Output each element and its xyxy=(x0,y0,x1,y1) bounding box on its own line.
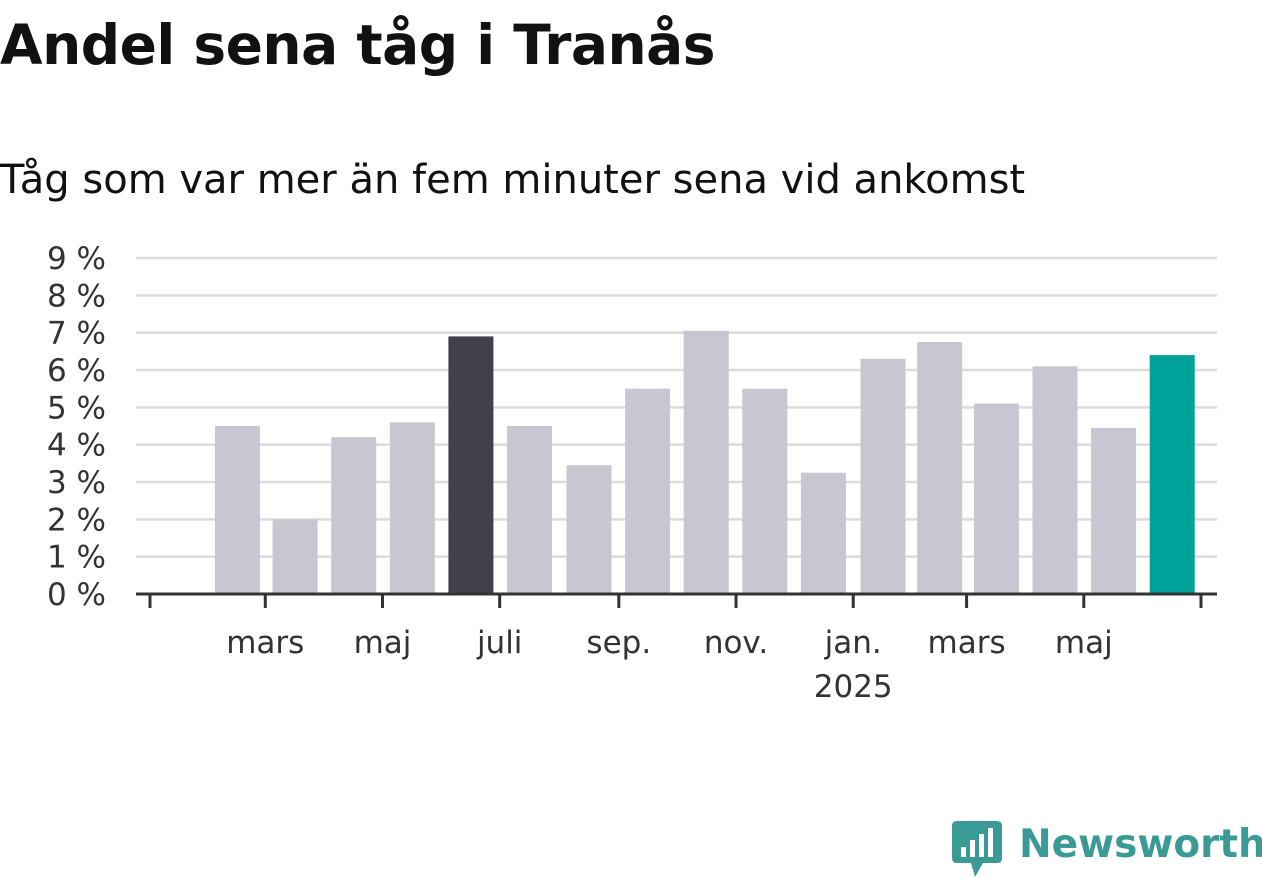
bars xyxy=(214,330,1195,594)
bar-2025-01-01 xyxy=(860,358,906,594)
x-tick-label: maj xyxy=(1055,625,1113,661)
bar-2024-02-01 xyxy=(214,426,260,594)
bar-2025-05-01 xyxy=(1091,427,1137,594)
bar-2024-04-01 xyxy=(331,437,377,594)
y-tick-label: 3 % xyxy=(47,465,106,501)
x-axis-labels: mars maj juli sep. nov. jan. 2025 mars maj xyxy=(226,625,1112,705)
x-tick-label: sep. xyxy=(586,625,651,661)
bar-2024-11-01 xyxy=(742,388,788,594)
y-tick-label: 9 % xyxy=(47,241,106,277)
bar-2025-02-01 xyxy=(917,342,963,594)
x-tick-label: nov. xyxy=(704,625,768,661)
bar-2025-04-01 xyxy=(1032,366,1078,594)
y-tick-label: 4 % xyxy=(47,428,106,464)
bar-2024-09-01 xyxy=(625,388,671,594)
bar-2024-10-01 xyxy=(683,330,729,594)
bar-2025-03-01 xyxy=(973,403,1019,594)
y-tick-label: 8 % xyxy=(47,278,106,314)
y-tick-label: 7 % xyxy=(47,316,106,352)
x-axis xyxy=(136,592,1217,608)
bar-2024-08-01 xyxy=(566,465,612,594)
x-tick-label: mars xyxy=(928,625,1006,661)
x-tick-label: jan. xyxy=(824,625,882,661)
chart-title: Andel sena tåg i Tranås xyxy=(0,13,716,77)
bar-2024-07-01 xyxy=(507,426,552,594)
bar-2024-05-01 xyxy=(389,422,435,594)
y-tick-label: 6 % xyxy=(47,353,106,389)
newsworthy-logo-icon xyxy=(952,821,1002,877)
y-axis-labels: 0 %1 %2 %3 %4 %5 %6 %7 %8 %9 % xyxy=(47,241,106,613)
bar-2024-06-01 xyxy=(448,336,494,594)
chart-subtitle: Tåg som var mer än fem minuter sena vid … xyxy=(0,157,1026,203)
x-tick-label: mars xyxy=(226,625,304,661)
bar-2024-03-01 xyxy=(272,519,318,594)
y-tick-label: 0 % xyxy=(47,577,106,613)
newsworthy-logo: Newsworthy xyxy=(951,820,1262,877)
x-tick-label: maj xyxy=(354,625,412,661)
y-tick-label: 2 % xyxy=(47,502,106,538)
y-tick-label: 1 % xyxy=(47,540,106,576)
y-tick-label: 5 % xyxy=(47,390,106,426)
newsworthy-logo-text: Newsworthy xyxy=(1019,822,1262,867)
bar-2024-12-01 xyxy=(800,472,846,594)
x-tick-label: juli xyxy=(476,625,523,661)
bar-2025-06-01 xyxy=(1149,355,1195,594)
x-tick-year-label: 2025 xyxy=(814,669,893,705)
